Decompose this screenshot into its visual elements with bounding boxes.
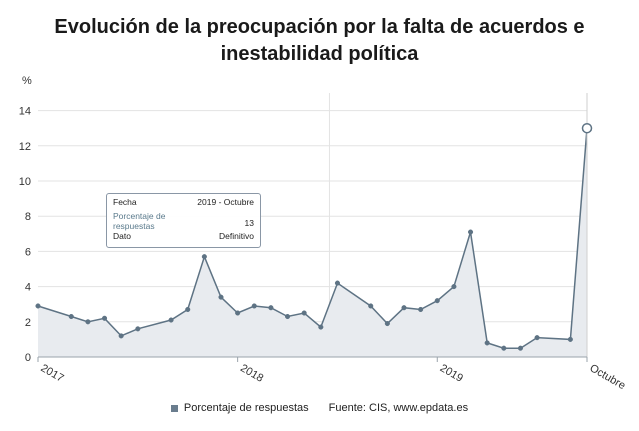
data-point[interactable] <box>567 336 573 342</box>
data-point[interactable] <box>534 335 540 341</box>
data-point[interactable] <box>301 310 307 316</box>
y-tick-label: 10 <box>19 176 31 188</box>
tooltip-row-dato: Dato Definitivo <box>113 231 254 245</box>
y-tick-label: 0 <box>25 352 31 364</box>
data-point[interactable] <box>334 280 341 286</box>
data-point[interactable] <box>418 306 424 313</box>
x-tick-label: 2017 <box>39 362 66 385</box>
data-point[interactable] <box>451 284 457 290</box>
chart-title-line-1: Evolución de la preocupación por la falt… <box>54 16 585 38</box>
tooltip-row-porcentaje: Porcentaje de respuestas 13 <box>113 211 254 231</box>
data-point[interactable] <box>384 321 390 327</box>
tooltip-porcentaje-label: Porcentaje de respuestas <box>113 211 166 231</box>
data-point[interactable] <box>201 254 207 260</box>
y-tick-label: 6 <box>25 246 31 258</box>
series-line <box>37 128 588 349</box>
x-tick-label: 2018 <box>238 362 265 385</box>
data-point[interactable] <box>168 317 174 323</box>
x-tick-label: 2019 <box>438 362 465 385</box>
data-point[interactable] <box>517 345 524 351</box>
data-point[interactable] <box>235 310 241 316</box>
y-tick-label: 14 <box>19 106 31 118</box>
data-point[interactable] <box>135 326 141 332</box>
y-tick-label: 2 <box>25 317 31 329</box>
legend-swatch <box>170 404 178 412</box>
tooltip-dato-label: Dato <box>113 231 131 241</box>
tooltip-fecha-label: Fecha <box>113 197 137 207</box>
data-point[interactable] <box>501 345 507 351</box>
data-point[interactable] <box>268 305 274 311</box>
data-point[interactable] <box>185 306 191 313</box>
y-axis-ticks: 0 2 4 6 8 10 12 14 <box>19 106 31 364</box>
y-tick-label: 4 <box>25 282 31 294</box>
data-point[interactable] <box>467 229 474 235</box>
y-tick-label: 12 <box>19 141 31 153</box>
x-tick-label: Octubre <box>588 362 628 392</box>
chart-title-line-2: inestabilidad política <box>220 43 419 65</box>
data-point[interactable] <box>101 315 108 321</box>
data-point[interactable] <box>35 303 41 309</box>
data-point[interactable] <box>85 319 91 325</box>
y-tick-label: 8 <box>25 211 31 223</box>
chart-title: Evolución de la preocupación por la falt… <box>0 14 639 68</box>
tooltip-porcentaje-value: 13 <box>244 218 254 228</box>
data-point[interactable] <box>401 305 407 311</box>
data-point[interactable] <box>68 313 74 320</box>
data-point[interactable] <box>318 324 324 330</box>
tooltip-dato-value: Definitivo <box>219 231 254 241</box>
data-point[interactable] <box>434 298 440 304</box>
series-area <box>38 128 587 357</box>
legend-label: Porcentaje de respuestas <box>183 402 309 414</box>
x-axis-ticks: 2017 2018 2019 Octubre <box>37 357 628 392</box>
source-text: Fuente: CIS, www.epdata.es <box>328 402 469 414</box>
data-tooltip: Fecha 2019 - Octubre Porcentaje de respu… <box>106 193 261 248</box>
legend-item[interactable]: Porcentaje de respuestas <box>170 402 309 414</box>
data-point[interactable] <box>368 303 374 309</box>
data-point[interactable] <box>118 333 124 339</box>
highlighted-data-point[interactable] <box>581 122 593 134</box>
series-points <box>35 122 593 351</box>
data-point[interactable] <box>284 313 291 320</box>
chart-footer: Porcentaje de respuestas Fuente: CIS, ww… <box>0 402 639 414</box>
tooltip-fecha-value: 2019 - Octubre <box>197 197 254 207</box>
data-point[interactable] <box>251 303 257 309</box>
y-axis-unit: % <box>22 75 32 87</box>
tooltip-row-fecha: Fecha 2019 - Octubre <box>113 197 254 211</box>
data-point[interactable] <box>484 340 490 346</box>
data-point[interactable] <box>218 294 224 300</box>
